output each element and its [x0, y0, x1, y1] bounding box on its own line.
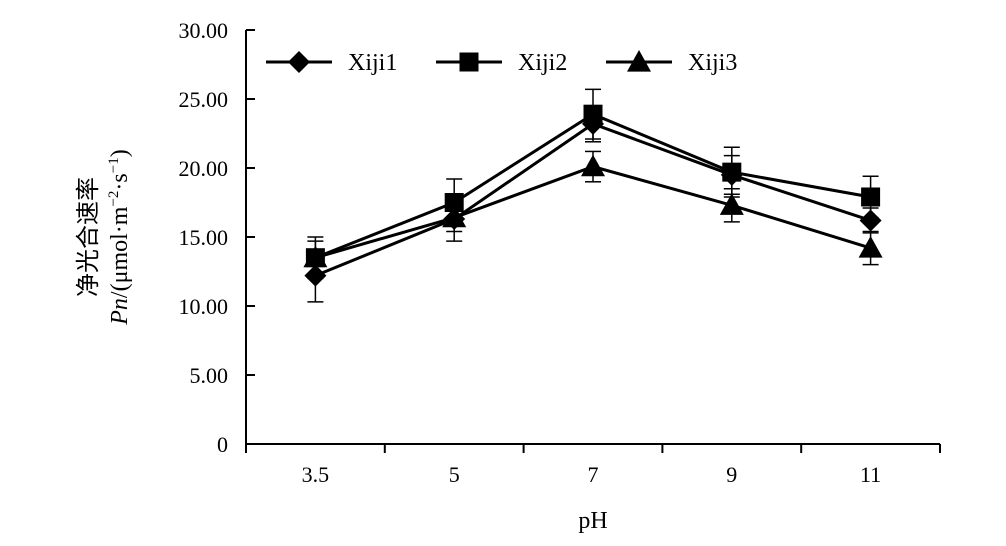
data-point: [722, 162, 742, 182]
y-tick-label: 30.00: [179, 18, 229, 43]
series-layer: [303, 88, 883, 303]
legend-label: Xiji1: [348, 50, 397, 76]
legend: Xiji1 Xiji2 Xiji3: [266, 50, 737, 76]
x-axis-ticks: 3.5 5 7 9 11: [245, 444, 941, 487]
y-tick-label: 25.00: [179, 87, 229, 112]
legend-label: Xiji3: [688, 50, 737, 76]
y-tick-label: 0: [217, 432, 228, 457]
y-axis-title: 净光合速率: [75, 177, 102, 297]
y-axis-title-line2: Pn/(μmol·m−2·s−1): [106, 149, 133, 325]
legend-item: Xiji3: [606, 50, 737, 76]
y-axis-title-units: Pn/(μmol·m−2·s−1): [106, 149, 133, 325]
data-point: [581, 154, 605, 177]
data-point: [444, 193, 464, 212]
x-axis-title: pH: [578, 508, 607, 534]
x-tick-label: 3.5: [302, 462, 330, 487]
legend-item: Xiji1: [266, 50, 397, 76]
x-tick-label: 9: [726, 462, 737, 487]
x-tick-label: 5: [449, 462, 460, 487]
data-point: [859, 209, 882, 232]
data-point: [442, 205, 467, 228]
legend-marker: [627, 50, 651, 72]
y-tick-label: 5.00: [190, 363, 229, 388]
data-point: [858, 236, 883, 258]
y-tick-label: 15.00: [179, 225, 229, 250]
legend-item: Xiji2: [436, 50, 567, 76]
y-axis-ticks: 0 5.00 10.00 15.00 20.00 25.00 30.00: [179, 18, 255, 457]
x-tick-label: 11: [860, 462, 881, 487]
series-line: [314, 122, 872, 278]
legend-label: Xiji2: [518, 50, 567, 76]
legend-marker: [288, 51, 310, 73]
data-point: [303, 245, 328, 268]
series-xiji2: [305, 88, 881, 280]
legend-marker: [459, 52, 479, 72]
data-point: [583, 104, 603, 124]
series-xiji3: [303, 150, 883, 276]
data-point: [719, 193, 744, 215]
y-tick-label: 20.00: [179, 156, 229, 181]
data-point: [861, 187, 881, 207]
y-tick-label: 10.00: [179, 294, 229, 319]
y-axis-title-line1: 净光合速率: [75, 177, 102, 297]
x-tick-label: 7: [588, 462, 599, 487]
